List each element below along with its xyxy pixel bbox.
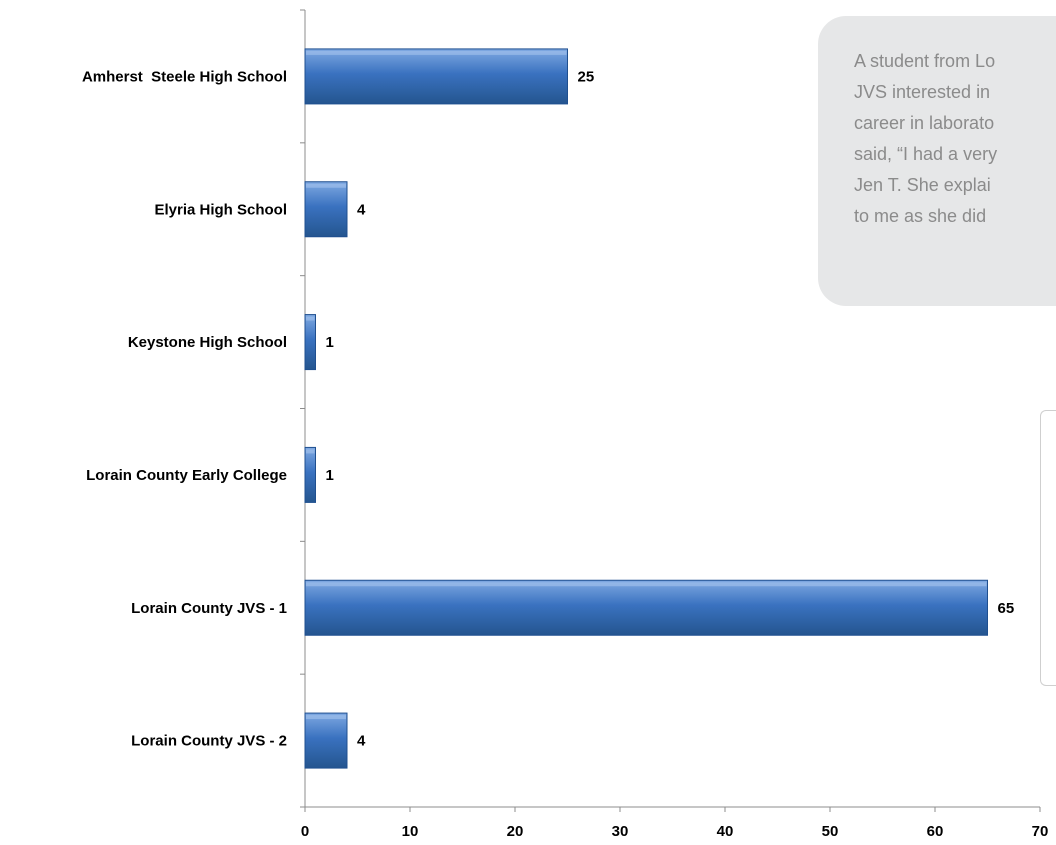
side-panel — [1040, 410, 1056, 686]
bar — [304, 48, 568, 105]
bar — [304, 712, 348, 769]
category-label: Amherst Steele High School — [82, 68, 287, 85]
data-label: 65 — [998, 600, 1015, 617]
x-tick-label: 40 — [717, 823, 734, 840]
bar — [304, 181, 348, 238]
bar — [304, 314, 316, 371]
quote-line: said, “I had a very — [854, 144, 998, 164]
data-label: 4 — [357, 733, 366, 750]
bar — [304, 579, 988, 636]
category-label: Lorain County JVS - 2 — [131, 733, 287, 750]
bar-highlight — [306, 715, 346, 720]
data-label: 4 — [357, 201, 366, 218]
chart-bars — [304, 48, 988, 769]
bar — [304, 446, 316, 503]
bar-highlight — [306, 449, 315, 454]
bar-highlight — [306, 50, 567, 55]
data-label: 25 — [578, 68, 595, 85]
x-tick-label: 30 — [612, 823, 629, 840]
x-tick-label: 20 — [507, 823, 524, 840]
bar-highlight — [306, 582, 987, 587]
quote-line: JVS interested in — [854, 82, 991, 102]
quote-line: Jen T. She explai — [854, 175, 991, 195]
quote-line: career in laborato — [854, 113, 995, 133]
x-tick-label: 10 — [402, 823, 419, 840]
x-tick-label: 0 — [301, 823, 309, 840]
quote-line: A student from Lo — [854, 51, 996, 71]
quote-card: A student from Lo JVS interested in care… — [818, 16, 1056, 306]
category-label: Keystone High School — [128, 334, 287, 351]
data-label: 1 — [326, 467, 334, 484]
x-tick-label: 60 — [927, 823, 944, 840]
bar-highlight — [306, 316, 315, 321]
chart-labels: 0 10 20 30 40 50 60 70 Amherst Steele High Schoo… — [82, 68, 1048, 840]
category-label: Lorain County Early College — [86, 467, 287, 484]
data-label: 1 — [326, 334, 334, 351]
chart-axes — [300, 9, 1041, 812]
x-tick-label: 50 — [822, 823, 839, 840]
quote-line: to me as she did — [854, 206, 987, 226]
category-label: Elyria High School — [154, 201, 287, 218]
category-label: Lorain County JVS - 1 — [131, 600, 287, 617]
x-tick-label: 70 — [1032, 823, 1049, 840]
bar-highlight — [306, 183, 346, 188]
